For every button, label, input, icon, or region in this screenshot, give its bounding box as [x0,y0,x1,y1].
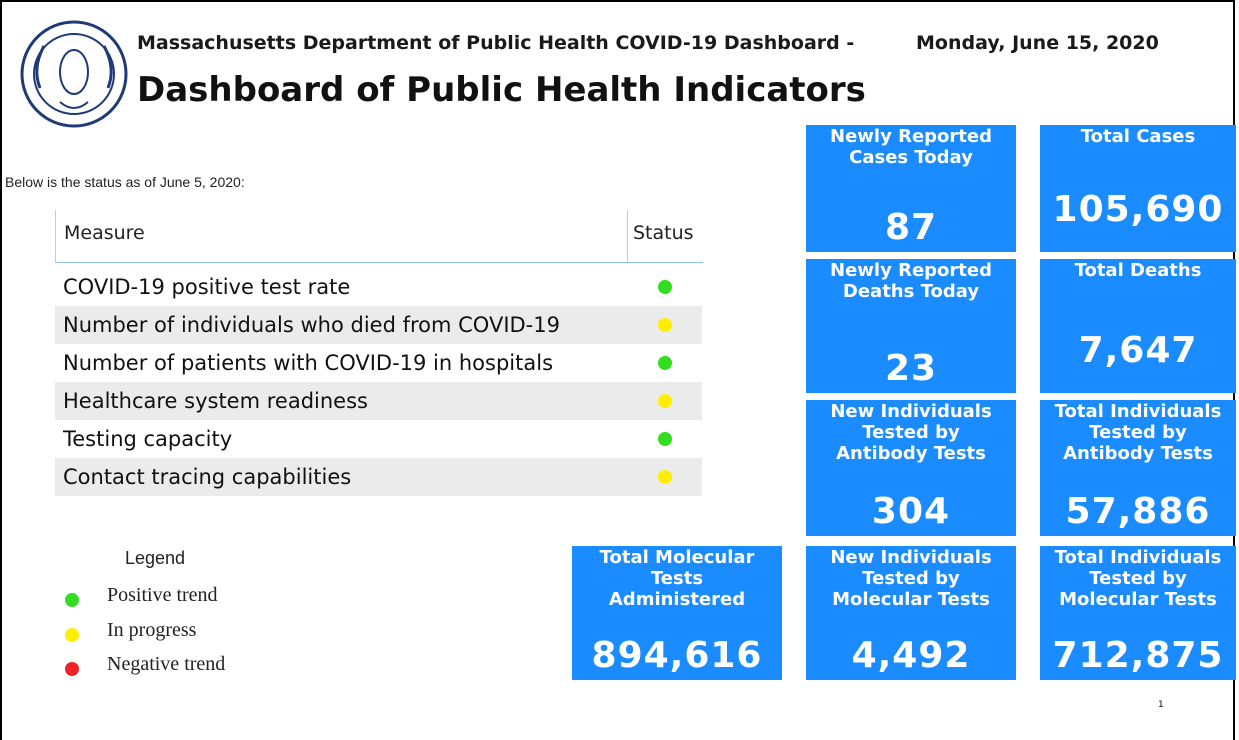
tile-label: New Individuals Tested by Antibody Tests [806,401,1016,464]
tile-label-line: Cases Today [849,147,973,168]
status-dot [658,432,672,446]
legend-label: In progress [107,618,197,641]
tile-value: 712,875 [1052,635,1224,676]
measure: COVID-19 positive test rate [63,275,351,299]
tile-label-line: Total Cases [1080,126,1196,147]
tile-label: Total Cases [1040,126,1236,147]
measure: Number of patients with COVID-19 in hosp… [63,351,554,375]
tile-label-line: Tested by [1089,422,1187,443]
seal [20,20,128,128]
status-dot [658,280,672,294]
stat-tile: Total Cases 105,690 [1040,125,1236,252]
tile-value: 7,647 [1078,330,1198,371]
status-column [627,210,704,262]
tile-label-line: Tests [650,568,704,589]
status-note: Below is the status as of June 5, 2020: [5,174,245,190]
tile-label: Newly Reported Cases Today [806,126,1016,168]
tile-label: Total Deaths [1040,260,1236,281]
tile-label: Total Individuals Tested by Molecular Test… [1040,547,1236,610]
stat-tile: Newly Reported Cases Today 87 [806,125,1016,252]
legend-label: Negative trend [107,653,226,675]
table-row: Number of individuals who died from COVI… [55,306,702,344]
tile-label-line: Total Deaths [1074,260,1202,281]
status-dot [658,356,672,370]
table-row: Contact tracing capabilities [55,458,702,496]
tile-label-line: Tested by [862,568,960,589]
stat-tile: Total Individuals Tested by Molecular Test… [1040,546,1236,680]
tile-label-line: Molecular Tests [832,589,990,610]
stat-tile: Newly Reported Deaths Today 23 [806,259,1016,393]
measure: Healthcare system readiness [63,389,368,413]
tile-label-line: Deaths Today [842,281,980,302]
tile-label: Newly Reported Deaths Today [806,260,1016,302]
tile-value: 4,492 [851,635,971,676]
tile-label-line: Antibody Tests [836,443,986,464]
tile-value: 23 [884,348,938,389]
tile-label-line: Total Molecular [599,547,755,568]
table-row: Number of patients with COVID-19 in hosp… [55,344,702,382]
tile-label-line: Newly Reported [830,126,992,147]
page-number: 1 [1158,700,1164,710]
tile-label-line: Tested by [862,422,960,443]
table-row: Testing capacity [55,420,702,458]
column-header: Status [633,222,694,244]
agency: Massachusetts Department of Public Healt… [137,32,855,54]
legend-title: Legend [125,548,186,568]
stat-tile: Total Molecular Tests Administered 894,616 [572,546,782,680]
status-dot [658,470,672,484]
tile-label-line: Administered [608,589,746,610]
legend-label: Positive trend [107,584,218,606]
tile-label-line: Molecular Tests [1059,589,1217,610]
tile-label-line: New Individuals [830,401,992,422]
tile-value: 105,690 [1052,189,1224,230]
tile-label: Total Individuals Tested by Antibody Tests [1040,401,1236,464]
tile-label: Total Molecular Tests Administered [572,547,782,610]
legend-dot [65,627,79,642]
measure: Contact tracing capabilities [63,465,352,489]
tile-label-line: Newly Reported [830,260,992,281]
tile-value: 57,886 [1065,491,1211,532]
title: Dashboard of Public Health Indicators [137,70,866,110]
tile-label: New Individuals Tested by Molecular Tests [806,547,1016,610]
status-dot [658,394,672,408]
status-dot [658,318,672,332]
table-row: COVID-19 positive test rate [55,268,702,306]
tile-label-line: Tested by [1089,568,1187,589]
tile-label-line: Total Individuals [1054,547,1222,568]
tile-label-line: New Individuals [830,547,992,568]
stat-tile: New Individuals Tested by Antibody Tests 30… [806,400,1016,536]
stat-tile: Total Deaths 7,647 [1040,259,1236,393]
legend-dot [65,662,79,676]
column-header: Measure [64,222,145,244]
legend-dot [65,593,79,607]
tile-value: 304 [871,491,951,532]
date: Monday, June 15, 2020 [916,32,1159,54]
tile-value: 894,616 [591,635,763,676]
table-header: Measure Status [55,210,703,263]
measure: Testing capacity [63,427,233,451]
stat-tile: Total Individuals Tested by Antibody Tests… [1040,400,1236,536]
table-row: Healthcare system readiness [55,382,702,420]
tile-label-line: Antibody Tests [1063,443,1213,464]
stat-tile: New Individuals Tested by Molecular Tests 4… [806,546,1016,680]
tile-label-line: Total Individuals [1054,401,1222,422]
tile-value: 87 [884,207,938,248]
measure: Number of individuals who died from COVI… [63,313,560,337]
